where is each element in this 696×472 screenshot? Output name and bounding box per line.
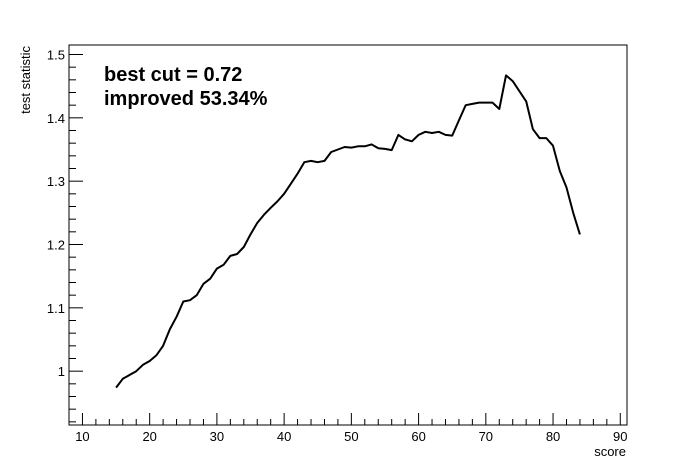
plot-frame bbox=[68, 44, 628, 426]
x-axis-ticks bbox=[81, 413, 621, 425]
x-tick-label: 80 bbox=[546, 429, 560, 444]
y-axis-tick-labels: 1 1.1 1.2 1.3 1.4 1.5 bbox=[47, 48, 65, 380]
y-tick-label: 1.5 bbox=[47, 48, 65, 63]
x-tick-label: 30 bbox=[210, 429, 224, 444]
x-tick-label: 70 bbox=[479, 429, 493, 444]
series-line bbox=[115, 74, 581, 389]
y-tick-label: 1.4 bbox=[47, 111, 65, 126]
x-axis-label: score bbox=[594, 444, 626, 459]
x-tick-label: 50 bbox=[344, 429, 358, 444]
improvement-annotation: improved 53.34% bbox=[104, 88, 268, 110]
y-axis-label: test statistic bbox=[18, 46, 33, 114]
y-tick-label: 1.1 bbox=[47, 301, 65, 316]
x-tick-label: 20 bbox=[142, 429, 156, 444]
y-tick-label: 1 bbox=[58, 364, 65, 379]
x-tick-label: 90 bbox=[613, 429, 627, 444]
x-tick-label: 10 bbox=[75, 429, 89, 444]
y-tick-label: 1.3 bbox=[47, 174, 65, 189]
x-tick-label: 40 bbox=[277, 429, 291, 444]
y-tick-label: 1.2 bbox=[47, 238, 65, 253]
best-cut-annotation: best cut = 0.72 bbox=[104, 64, 242, 86]
x-axis-tick-labels: 10 20 30 40 50 60 70 80 90 bbox=[75, 429, 627, 444]
x-tick-label: 60 bbox=[411, 429, 425, 444]
y-axis-ticks bbox=[69, 54, 83, 423]
